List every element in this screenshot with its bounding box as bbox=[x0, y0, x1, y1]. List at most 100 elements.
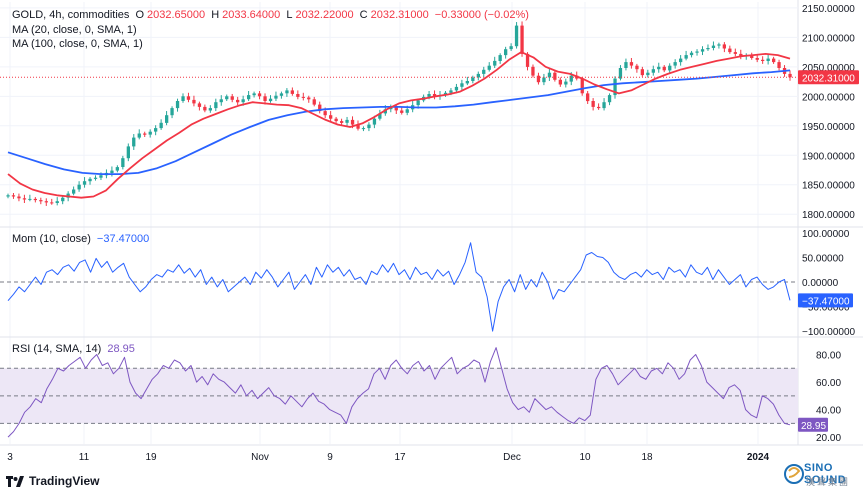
candle-body bbox=[22, 198, 27, 200]
mom-last-badge bbox=[798, 293, 853, 308]
candle-body bbox=[170, 108, 174, 116]
candle-body bbox=[307, 97, 311, 100]
price-tick-label: 2000.00000 bbox=[802, 92, 855, 103]
time-tick-label: 19 bbox=[145, 452, 157, 463]
tradingview-logo[interactable]: TradingView bbox=[6, 474, 99, 488]
close-value: 2032.31000 bbox=[370, 9, 429, 21]
candle-body bbox=[257, 93, 262, 97]
candle-body bbox=[350, 119, 355, 125]
candle-body bbox=[290, 90, 294, 94]
candle-body bbox=[192, 99, 196, 104]
candle-body bbox=[777, 62, 781, 68]
ma100-label: MA (100, close, 0, SMA, 1) bbox=[12, 38, 143, 50]
candle-body bbox=[394, 106, 398, 111]
candle-body bbox=[274, 95, 278, 99]
ma100-line bbox=[7, 69, 791, 176]
candle-body bbox=[509, 46, 513, 50]
ma20-legend[interactable]: MA (20, close, 0, SMA, 1) bbox=[12, 24, 140, 36]
rsi-label: RSI (14, SMA, 14) bbox=[12, 343, 102, 355]
candle-body bbox=[432, 94, 437, 97]
symbol-label[interactable]: GOLD, 4h, commodities bbox=[12, 9, 130, 21]
high-label: H bbox=[211, 9, 220, 21]
mom-value: −37.47000 bbox=[96, 233, 150, 245]
candle-body bbox=[372, 118, 377, 125]
candle-body bbox=[536, 75, 541, 83]
candle-body bbox=[717, 44, 721, 46]
candle-body bbox=[580, 78, 584, 94]
candle-body bbox=[383, 109, 387, 114]
candle-body bbox=[214, 102, 218, 109]
candle-body bbox=[427, 94, 431, 97]
candle-body bbox=[88, 178, 92, 182]
candle-body bbox=[28, 198, 32, 200]
candle-body bbox=[553, 72, 557, 80]
time-tick-label: Dec bbox=[503, 452, 521, 463]
candle-body bbox=[449, 90, 453, 93]
candle-body bbox=[547, 72, 552, 78]
time-tick-label: 11 bbox=[79, 452, 90, 463]
open-value: 2032.65000 bbox=[147, 9, 206, 21]
candle-body bbox=[728, 48, 732, 53]
candle-body bbox=[340, 121, 344, 123]
candle-body bbox=[50, 202, 54, 204]
candle-body bbox=[416, 100, 420, 106]
time-tick-label: 9 bbox=[327, 452, 333, 463]
mom-tick-label: −50.00000 bbox=[802, 303, 850, 314]
candle-body bbox=[356, 124, 360, 129]
rsi-legend[interactable]: RSI (14, SMA, 14) 28.95 bbox=[12, 343, 138, 355]
rsi-value: 28.95 bbox=[107, 343, 135, 355]
candle-body bbox=[115, 167, 119, 171]
candle-body bbox=[148, 131, 152, 135]
candle-body bbox=[662, 66, 666, 71]
candle-body bbox=[772, 58, 776, 63]
low-value: 2032.22000 bbox=[295, 9, 354, 21]
candle-body bbox=[476, 73, 480, 78]
sino-sound-logo-icon bbox=[784, 464, 804, 484]
candle-body bbox=[498, 55, 502, 61]
candle-body bbox=[679, 58, 683, 63]
rsi-line bbox=[7, 347, 791, 438]
candle-body bbox=[618, 68, 623, 79]
candle-body bbox=[525, 53, 530, 67]
candle-body bbox=[72, 189, 76, 194]
candle-body bbox=[788, 73, 792, 78]
mom-tick-label: 0.00000 bbox=[802, 278, 839, 289]
mom-legend[interactable]: Mom (10, close) −37.47000 bbox=[12, 233, 152, 245]
low-label: L bbox=[286, 9, 293, 21]
candle-body bbox=[323, 111, 327, 116]
rsi-tick-label: 40.00 bbox=[816, 406, 841, 417]
candle-body bbox=[624, 62, 628, 68]
candle-body bbox=[181, 96, 185, 101]
candle-body bbox=[175, 101, 180, 109]
candle-body bbox=[405, 109, 409, 113]
candle-body bbox=[629, 62, 634, 66]
candle-body bbox=[586, 93, 590, 102]
candle-body bbox=[61, 197, 65, 202]
mom-tick-label: −100.00000 bbox=[802, 327, 856, 338]
candle-body bbox=[493, 60, 497, 66]
candle-body bbox=[558, 79, 562, 85]
candle-body bbox=[154, 128, 158, 132]
high-value: 2033.64000 bbox=[222, 9, 281, 21]
watermark-name: SINO SOUND bbox=[804, 462, 847, 486]
candle-body bbox=[137, 133, 141, 138]
candle-body bbox=[241, 99, 245, 103]
candle-body bbox=[646, 72, 650, 76]
tradingview-icon bbox=[6, 475, 24, 487]
tradingview-label: TradingView bbox=[29, 474, 100, 488]
candle-body bbox=[766, 58, 770, 61]
price-tick-label: 1900.00000 bbox=[802, 151, 855, 162]
candle-body bbox=[165, 115, 169, 123]
candle-body bbox=[514, 25, 519, 47]
time-tick-label: Nov bbox=[251, 452, 269, 463]
ma100-legend[interactable]: MA (100, close, 0, SMA, 1) bbox=[12, 38, 146, 50]
price-tick-label: 1800.00000 bbox=[802, 210, 855, 221]
candle-body bbox=[143, 133, 147, 135]
mom-label: Mom (10, close) bbox=[12, 233, 91, 245]
last-price-label: 2032.31000 bbox=[802, 73, 855, 84]
rsi-tick-label: 60.00 bbox=[816, 378, 841, 389]
candle-body bbox=[711, 45, 716, 48]
candle-body bbox=[454, 86, 459, 91]
candle-body bbox=[208, 108, 212, 111]
